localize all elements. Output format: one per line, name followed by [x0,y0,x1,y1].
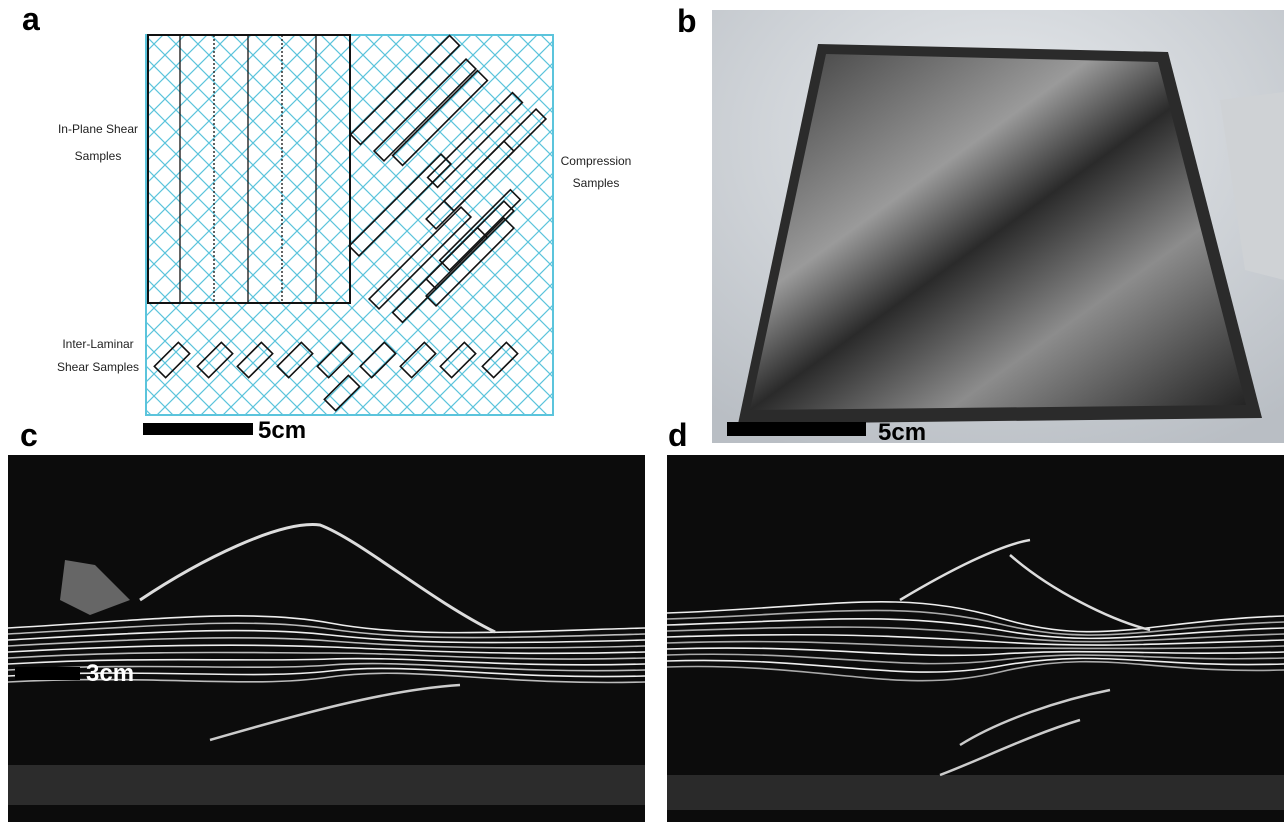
panel-label: b [677,3,697,39]
scale-bar [15,667,80,680]
in-plane-region [147,34,351,304]
annotation: Shear Samples [57,360,139,374]
scale-bar [727,422,866,436]
compression-sample [372,57,478,163]
inter-laminar-sample [481,341,519,379]
fiber [666,657,1284,673]
fiber [666,653,1284,665]
inter-laminar-sample [153,341,191,379]
fiber [7,672,646,684]
panel-label: d [668,417,688,453]
fiber [666,609,1284,636]
compression-sample [391,226,489,324]
metal-plate [1220,92,1284,280]
scale-label: 5cm [258,417,306,444]
inter-laminar-sample [316,341,354,379]
inter-laminar-sample [236,341,274,379]
compression-sample [391,69,489,167]
compression-sample [367,205,473,311]
inter-laminar-sample [439,341,477,379]
panel-label: c [20,417,38,453]
compression-sample [347,152,453,258]
fiber [666,640,1284,650]
panel-label: a [22,1,40,37]
fixture [667,775,1284,810]
inter-laminar-sample [323,374,361,412]
inter-laminar-sample [359,341,397,379]
compression-sample [425,217,515,307]
fiber [209,683,461,742]
fiber [7,644,646,655]
inter-laminar-sample [276,341,314,379]
laminate-plate [750,54,1246,410]
annotation: Compression [561,154,632,168]
fiber [7,615,646,634]
inter-laminar-sample [196,341,234,379]
fiber [7,629,646,644]
scale-bar [143,423,253,435]
annotation: Samples [75,149,122,163]
fiber [7,662,646,672]
compression-sample [349,34,461,146]
debris [60,560,130,615]
fiber [939,688,1111,777]
fiber [7,637,646,649]
fiber [666,618,1284,640]
fiber [7,667,646,678]
fiber [666,626,1284,643]
fixture [8,765,645,805]
sample-outlines [153,34,548,412]
fiber [666,633,1284,646]
scale-label: 3cm [86,660,134,687]
annotation: Inter-Laminar [62,337,133,351]
inter-laminar-sample [399,341,437,379]
fiber [899,538,1151,632]
fiber [666,601,1284,633]
annotation: Samples [573,176,620,190]
fiber [666,647,1284,657]
compression-sample [425,140,515,230]
fiber [7,651,646,660]
annotation: In-Plane Shear [58,122,138,136]
photo-c [8,455,645,822]
fiber [7,657,646,666]
fibers [7,523,1284,777]
fiber [7,622,646,639]
fiber [666,660,1284,682]
scale-label: 5cm [878,419,926,446]
fiber [139,523,496,634]
